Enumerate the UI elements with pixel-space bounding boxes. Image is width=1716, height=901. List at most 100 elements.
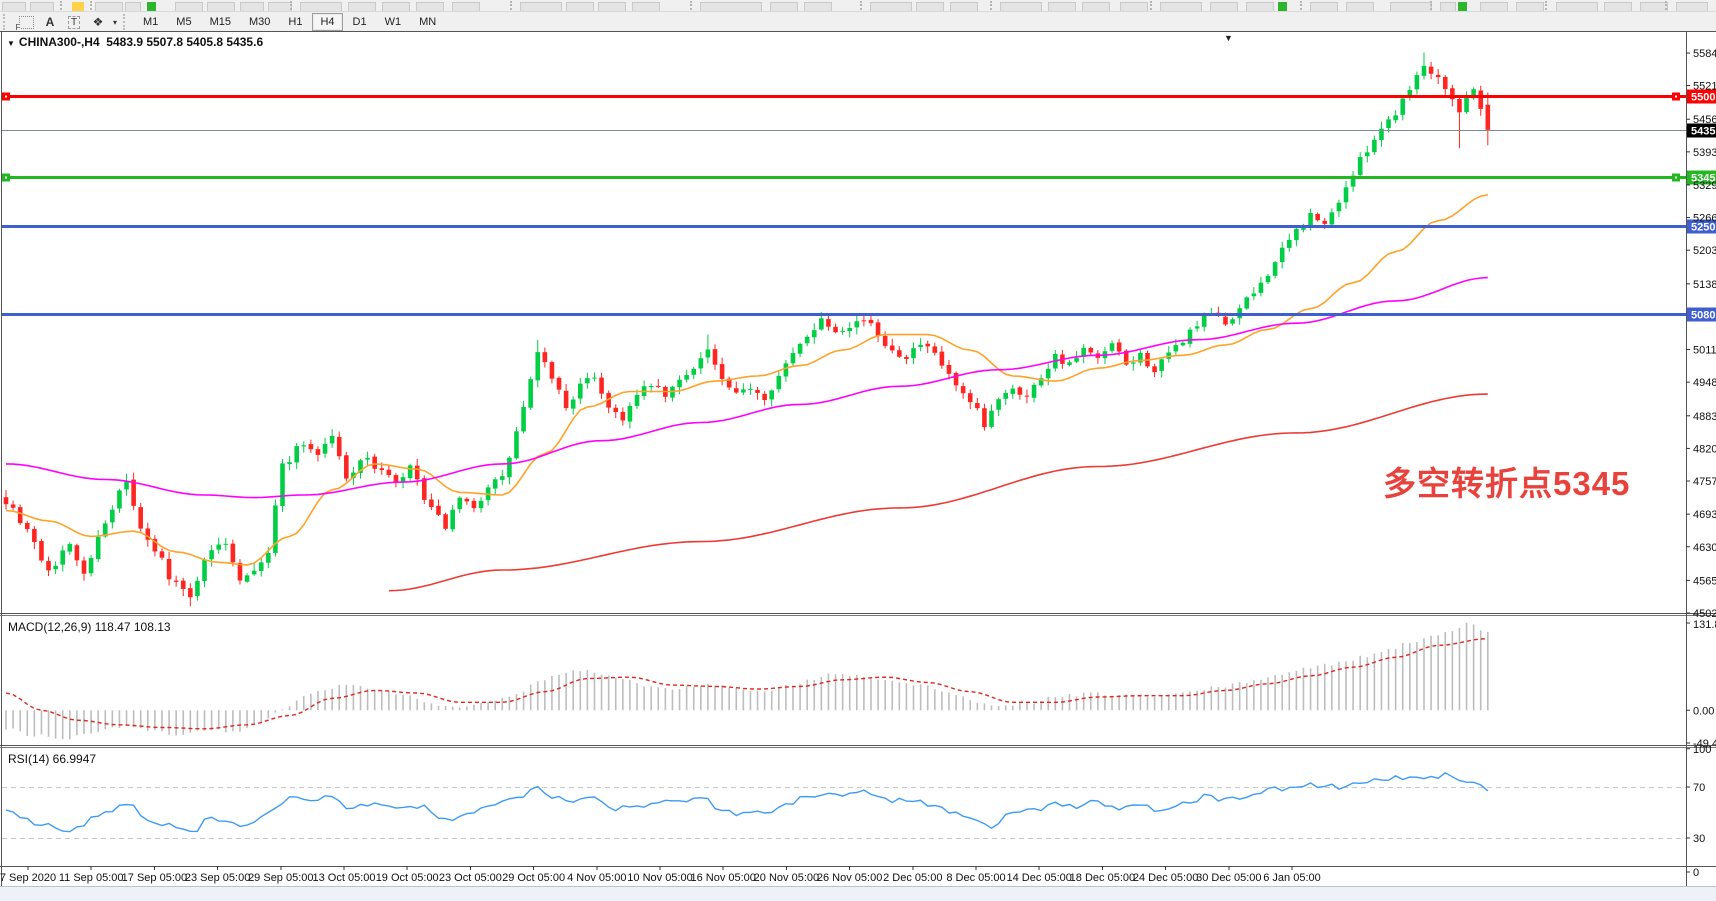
toolbar-fragment [870,2,912,11]
toolbar-fragment [30,2,54,11]
toolbar-fragment [804,2,832,11]
svg-text:5393.: 5393. [1693,147,1716,159]
hline-5435[interactable]: 5435. [2,123,1716,138]
svg-text:4883.: 4883. [1693,411,1716,423]
svg-text:16 Nov 05:00: 16 Nov 05:00 [690,872,755,884]
toolbar-fragment [268,2,292,11]
svg-text:131.83: 131.83 [1693,619,1716,631]
hline-5500[interactable]: 5500. [2,89,1716,104]
svg-text:100: 100 [1693,744,1711,756]
svg-text:30 Dec 05:00: 30 Dec 05:00 [1196,872,1261,884]
svg-text:24 Dec 05:00: 24 Dec 05:00 [1133,872,1198,884]
svg-text:7 Sep 2020: 7 Sep 2020 [0,872,56,884]
svg-text:29 Oct 05:00: 29 Oct 05:00 [502,872,565,884]
svg-text:5203.: 5203. [1693,245,1716,257]
toolbar-fragment [300,2,342,11]
toolbar-fragment [1440,2,1456,11]
svg-text:4565.: 4565. [1693,575,1716,587]
toolbar: F A T ❖ ▾ M1 M5 M15 M30 H1 H4 D1 W1 MN [0,12,1716,33]
toolbar-fragment [770,2,798,11]
toolbar-fragment [1082,2,1110,11]
svg-text:5521.: 5521. [1693,81,1716,93]
svg-text:4502.: 4502. [1693,608,1716,620]
price-badge-5080 [1687,307,1716,322]
svg-text:26 Nov 05:00: 26 Nov 05:00 [817,872,882,884]
svg-text:-49.48: -49.48 [1693,738,1716,750]
svg-text:5250.: 5250. [1691,222,1716,234]
svg-text:5345.: 5345. [1691,173,1716,185]
hline-5250[interactable]: 5250. [2,219,1716,234]
tf-button-m15[interactable]: M15 [209,16,231,28]
toolbar-fragment [95,2,123,11]
tf-button-d1[interactable]: D1 [352,16,367,28]
chart-ohlc-values: 5483.9 5507.8 5405.8 5435.6 [106,35,264,49]
svg-text:5266.: 5266. [1693,213,1716,225]
text-label-icon[interactable]: T [62,13,86,31]
svg-text:6 Jan 05:00: 6 Jan 05:00 [1263,872,1321,884]
svg-text:4757.: 4757. [1693,476,1716,488]
toolbar-fragment [1676,2,1708,11]
toolbar-fragment [566,2,594,11]
top-toolbar-strip [0,0,1716,12]
tf-button-m1[interactable]: M1 [143,16,159,28]
toolbar-fragment [207,2,235,11]
price-badge-5500 [1687,89,1716,104]
hline-5345[interactable]: 5345. [2,170,1716,185]
toolbar-grip [860,1,865,10]
tf-button-m5[interactable]: M5 [176,16,192,28]
tf-button-m30[interactable]: M30 [248,16,271,28]
rsi-line [5,771,1489,833]
text-a-icon[interactable]: A [45,15,55,29]
tf-button-w1[interactable]: W1 [384,16,402,28]
horizontal-lines[interactable]: 5500. 5435. 5345. 5250. 5080. [2,89,1716,322]
dotted-frame-icon[interactable]: F [14,13,38,32]
svg-text:5329.: 5329. [1693,180,1716,192]
price-axis[interactable]: 5584. 5521. 5456. 5393. 5329. 5266. 5203. 5138.… [1686,48,1716,620]
svg-text:17 Sep 05:00: 17 Sep 05:00 [122,872,187,884]
toolbar-fragment [1346,2,1374,11]
toolbar-fragment [382,2,410,11]
chart-canvas[interactable]: 5500. 5435. 5345. 5250. 5080. 5584. 5521. 5456.… [0,31,1716,886]
chart-shift-marker[interactable]: ▼ [1224,33,1233,43]
pane-borders [0,31,1716,886]
toolbar-fragment [1000,2,1042,11]
toolbar-fragment [1246,2,1274,11]
annotation-text[interactable]: 多空转折点5345 [1383,465,1631,502]
tf-button-mn[interactable]: MN [419,16,437,28]
toolbar-fragment [950,2,978,11]
toolbar-fragment [1640,2,1668,11]
svg-text:4693.: 4693. [1693,509,1716,521]
toolbar-fragment [175,2,203,11]
svg-text:20 Nov 05:00: 20 Nov 05:00 [754,872,819,884]
toolbar-grip [510,1,515,10]
toolbar-fragment [1390,2,1432,11]
slow-ma-line [388,393,1488,592]
svg-text:13 Oct 05:00: 13 Oct 05:00 [313,872,376,884]
shapes-dropdown-icon[interactable]: ▾ [112,17,117,27]
toolbar-fragment [125,2,141,11]
chart-title: ▼ CHINA300-,H4 5483.9 5507.8 5405.8 5435.… [7,35,263,49]
shapes-icon[interactable]: ❖ [92,15,104,29]
toolbar-grip [990,1,995,10]
tf-button-h1[interactable]: H1 [288,16,303,28]
toolbar-grip [690,1,695,10]
rsi-indicator-label: RSI(14) 66.9947 [8,752,97,766]
chart-window[interactable]: 5500. 5435. 5345. 5250. 5080. 5584. 5521. 5456.… [0,31,1716,886]
tf-button-h4[interactable]: H4 [312,13,343,31]
macd-indicator-label: MACD(12,26,9) 118.47 108.13 [8,620,171,634]
svg-text:10 Nov 05:00: 10 Nov 05:00 [627,872,692,884]
toolbar-grip [1300,1,1305,10]
title-collapse-icon[interactable]: ▼ [7,39,15,48]
hline-5080[interactable]: 5080. [2,307,1716,322]
fast-ma-line [5,194,1488,566]
svg-text:5138.: 5138. [1693,279,1716,291]
svg-text:11 Sep 05:00: 11 Sep 05:00 [59,872,124,884]
toolbar-grip[interactable] [3,14,10,30]
toolbar-grip[interactable] [123,14,130,30]
toolbar-fragment [1210,2,1238,11]
toolbar-fragment [2,2,26,11]
toolbar-color-fragment [1458,2,1467,11]
macd-signal-line [5,638,1488,730]
